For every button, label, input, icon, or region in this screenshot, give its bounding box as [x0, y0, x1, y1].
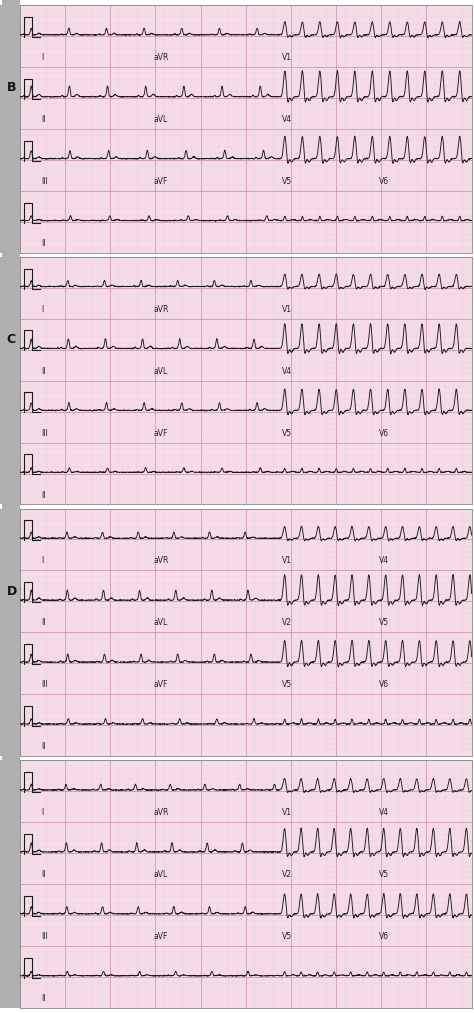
Text: V5: V5 [379, 870, 389, 879]
Text: V5: V5 [282, 428, 292, 438]
Text: II: II [42, 239, 46, 248]
Text: aVF: aVF [153, 177, 167, 185]
Text: aVL: aVL [153, 870, 167, 879]
Text: III: III [42, 428, 48, 438]
Text: V1: V1 [282, 808, 292, 817]
Text: I: I [42, 305, 44, 314]
Text: aVF: aVF [153, 428, 167, 438]
Text: III: III [42, 177, 48, 185]
Text: D: D [3, 768, 13, 781]
Text: V5: V5 [282, 177, 292, 185]
Text: V5: V5 [282, 932, 292, 941]
Text: V5: V5 [379, 618, 389, 627]
Text: III: III [42, 681, 48, 689]
Text: II: II [42, 870, 46, 879]
Text: aVR: aVR [153, 53, 169, 62]
Text: aVF: aVF [153, 681, 167, 689]
Text: aVR: aVR [153, 556, 169, 565]
Text: V6: V6 [379, 681, 389, 689]
Text: V6: V6 [379, 177, 389, 185]
Text: V2: V2 [282, 870, 292, 879]
Text: aVR: aVR [153, 305, 169, 314]
Text: V6: V6 [379, 932, 389, 941]
Text: aVR: aVR [153, 808, 169, 817]
Text: V1: V1 [282, 305, 292, 314]
Text: I: I [42, 53, 44, 62]
Text: V6: V6 [379, 428, 389, 438]
Text: II: II [42, 994, 46, 1003]
Text: D: D [7, 585, 17, 598]
Text: V4: V4 [282, 114, 292, 124]
Text: A: A [3, 12, 12, 25]
Text: C: C [7, 333, 16, 346]
Text: aVL: aVL [153, 618, 167, 627]
Text: V4: V4 [282, 367, 292, 376]
Text: II: II [42, 490, 46, 499]
Text: II: II [42, 743, 46, 752]
Text: aVL: aVL [153, 367, 167, 376]
Text: B: B [7, 81, 16, 94]
Text: V1: V1 [282, 556, 292, 565]
Text: V5: V5 [282, 681, 292, 689]
Text: aVL: aVL [153, 114, 167, 124]
Text: III: III [42, 932, 48, 941]
Text: I: I [42, 808, 44, 817]
Text: V1: V1 [282, 53, 292, 62]
Text: B: B [3, 264, 12, 278]
Text: II: II [42, 114, 46, 124]
Text: aVF: aVF [153, 932, 167, 941]
Text: V4: V4 [379, 556, 389, 565]
Text: C: C [3, 516, 12, 529]
Text: V2: V2 [282, 618, 292, 627]
Text: I: I [42, 556, 44, 565]
Text: II: II [42, 618, 46, 627]
Text: II: II [42, 367, 46, 376]
Text: V4: V4 [379, 808, 389, 817]
